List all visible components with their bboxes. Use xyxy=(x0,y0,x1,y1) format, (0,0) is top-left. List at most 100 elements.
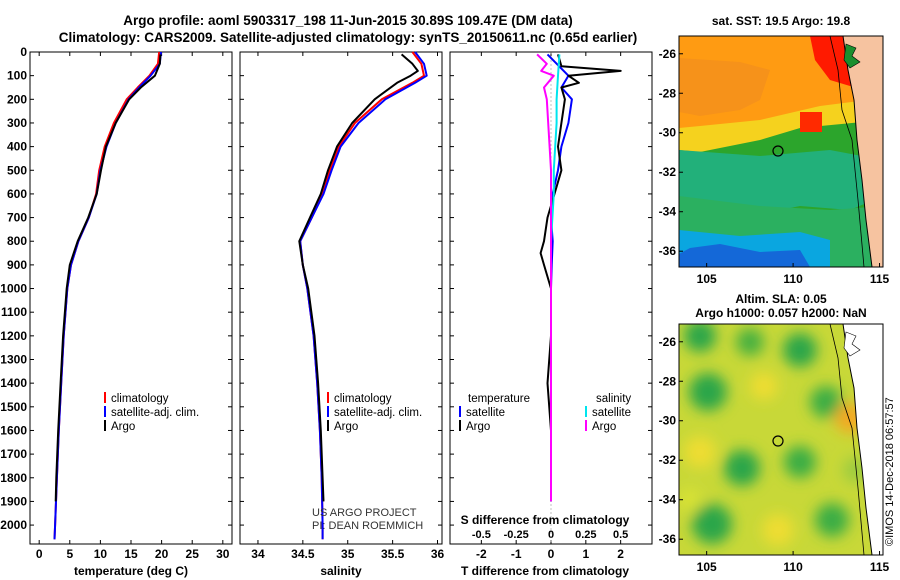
depth-tick-label: 0 xyxy=(20,45,27,59)
depth-tick-label: 400 xyxy=(7,140,27,154)
legend-marker-t-satellite xyxy=(459,406,461,417)
legend-marker-s-satellite xyxy=(585,406,587,417)
sla-map-title-line2: Argo h1000: 0.057 h2000: NaN xyxy=(695,306,866,320)
legend-temperature-heading: temperature xyxy=(468,393,530,405)
t-difference-axis-label: T difference from climatology xyxy=(461,564,629,578)
profile-line-climatology xyxy=(300,52,424,539)
x-tick-label: 30 xyxy=(216,547,230,561)
s-difference-axis-label: S difference from climatology xyxy=(461,513,630,527)
depth-tick-label: 1300 xyxy=(0,353,27,367)
map-y-tick-label: -26 xyxy=(659,335,677,349)
map-y-tick-label: -36 xyxy=(659,244,677,258)
x-tick-label: 0 xyxy=(36,547,43,561)
pi-credit: PI: DEAN ROEMMICH xyxy=(312,520,423,532)
legend-climatology: climatology xyxy=(111,393,169,405)
map-x-tick-label: 115 xyxy=(870,272,890,286)
map-y-tick-label: -32 xyxy=(659,453,677,467)
figure-canvas: Argo profile: aoml 5903317_198 11-Jun-20… xyxy=(0,0,900,580)
sla-map-title-line1: Altim. SLA: 0.05 xyxy=(735,292,827,306)
map-y-tick-label: -32 xyxy=(659,165,677,179)
map-x-tick-label: 105 xyxy=(697,272,717,286)
map-x-tick-label: 110 xyxy=(783,560,803,574)
legend-marker-satellite xyxy=(104,406,106,417)
x-tick-label: 5 xyxy=(66,547,73,561)
map-y-tick-label: -30 xyxy=(659,414,677,428)
profile-line-t-argo xyxy=(541,54,621,501)
x-tick-label: -2 xyxy=(476,547,487,561)
legend-climatology: climatology xyxy=(334,393,392,405)
depth-tick-label: 1200 xyxy=(0,329,27,343)
project-credit: US ARGO PROJECT xyxy=(312,507,417,519)
x-tick-label: 35 xyxy=(341,547,355,561)
x-tick-label: 25 xyxy=(186,547,200,561)
axis-ticks: 0100200300400500600700800900100011001200… xyxy=(0,45,652,561)
legend-marker-t-argo xyxy=(459,420,461,431)
salinity-axis-label: salinity xyxy=(320,564,362,578)
s-diff-tick-label: -0.5 xyxy=(472,529,491,541)
temperature-axis-label: temperature (deg C) xyxy=(74,564,188,578)
sst-hot-spot xyxy=(800,112,822,132)
legend-s-argo: Argo xyxy=(592,421,616,433)
depth-tick-label: 1700 xyxy=(0,447,27,461)
figure-title-line1: Argo profile: aoml 5903317_198 11-Jun-20… xyxy=(123,13,572,28)
salinity-panel-frame xyxy=(240,52,442,544)
depth-tick-label: 1100 xyxy=(1,305,27,319)
legend-satellite: satellite-adj. clim. xyxy=(111,407,199,419)
depth-tick-label: 1600 xyxy=(0,423,27,437)
s-diff-tick-label: -0.25 xyxy=(504,529,529,541)
depth-tick-label: 1900 xyxy=(0,494,27,508)
imos-credit: ©IMOS 14-Dec-2018 06:57:57 xyxy=(884,397,896,546)
legend-argo: Argo xyxy=(334,421,358,433)
legend-t-satellite: satellite xyxy=(466,407,505,419)
depth-tick-label: 2000 xyxy=(0,518,27,532)
legend-s-satellite: satellite xyxy=(592,407,631,419)
map-y-tick-label: -30 xyxy=(659,126,677,140)
map-y-tick-label: -26 xyxy=(659,47,677,61)
x-tick-label: 10 xyxy=(94,547,108,561)
difference-legend: temperature satellite Argo salinity sate… xyxy=(459,393,631,433)
map-x-tick-label: 115 xyxy=(870,560,890,574)
map-y-tick-label: -34 xyxy=(659,493,677,507)
map-y-tick-label: -28 xyxy=(659,374,677,388)
legend-marker-climatology xyxy=(104,392,106,403)
sst-map-title: sat. SST: 19.5 Argo: 19.8 xyxy=(712,14,851,28)
legend-salinity-heading: salinity xyxy=(596,393,631,405)
salinity-legend: climatology satellite-adj. clim. Argo xyxy=(327,392,422,433)
depth-tick-label: 800 xyxy=(7,234,27,248)
profile-line-argo xyxy=(299,54,418,501)
map-x-tick-label: 105 xyxy=(697,560,717,574)
map-y-tick-label: -34 xyxy=(659,205,677,219)
legend-marker-satellite xyxy=(327,406,329,417)
profile-line-satellite-adj-clim xyxy=(300,52,427,539)
x-tick-label: 20 xyxy=(155,547,169,561)
s-diff-tick-label: 0.25 xyxy=(575,529,596,541)
legend-satellite: satellite-adj. clim. xyxy=(334,407,422,419)
x-tick-label: 34 xyxy=(251,547,265,561)
argo-profile-figure: Argo profile: aoml 5903317_198 11-Jun-20… xyxy=(0,0,900,580)
legend-t-argo: Argo xyxy=(466,421,490,433)
figure-title-line2: Climatology: CARS2009. Satellite-adjuste… xyxy=(59,30,637,45)
depth-tick-label: 500 xyxy=(7,163,27,177)
depth-tick-label: 600 xyxy=(7,187,27,201)
profile-line-climatology xyxy=(55,52,160,539)
s-diff-tick-label: 0 xyxy=(548,529,554,541)
depth-tick-label: 1000 xyxy=(0,282,27,296)
legend-marker-s-argo xyxy=(585,420,587,431)
x-tick-label: 15 xyxy=(124,547,138,561)
s-diff-tick-label: 0.5 xyxy=(613,529,628,541)
x-tick-label: 34.5 xyxy=(291,547,315,561)
depth-tick-label: 200 xyxy=(7,92,27,106)
profile-lines xyxy=(55,52,621,539)
depth-tick-label: 1400 xyxy=(0,376,27,390)
legend-marker-argo xyxy=(104,420,106,431)
sla-map xyxy=(678,320,883,555)
profile-line-argo xyxy=(56,54,161,501)
legend-marker-climatology xyxy=(327,392,329,403)
map-y-tick-label: -36 xyxy=(659,532,677,546)
depth-tick-label: 300 xyxy=(7,116,27,130)
depth-tick-label: 1500 xyxy=(0,400,27,414)
profile-line-satellite-adj-clim xyxy=(55,52,162,539)
map-x-tick-label: 110 xyxy=(783,272,803,286)
x-tick-label: 35.5 xyxy=(381,547,405,561)
map-y-tick-label: -28 xyxy=(659,86,677,100)
